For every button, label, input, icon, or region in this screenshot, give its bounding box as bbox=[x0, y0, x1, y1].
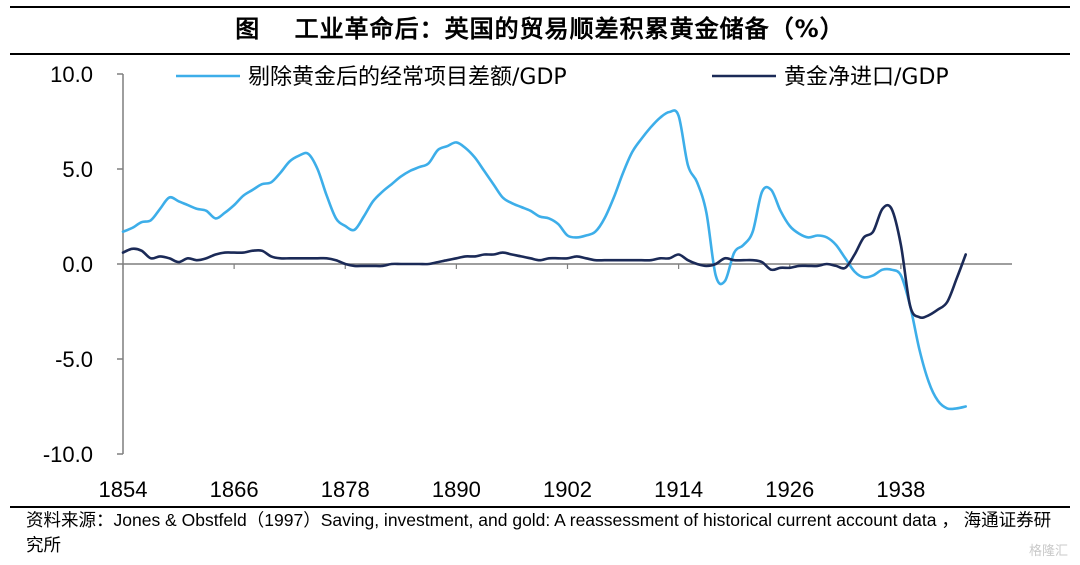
watermark-logo: 格隆汇 bbox=[1028, 544, 1068, 559]
x-axis: 1854 1866 1878 1890 1902 1914 1926 1938 bbox=[99, 263, 1012, 502]
y-tick-label: 5.0 bbox=[62, 157, 93, 182]
series-lines bbox=[121, 109, 967, 411]
y-tick-label: 10.0 bbox=[50, 62, 93, 87]
title-bottom-rule bbox=[10, 53, 1070, 55]
legend-label-2: 黄金净进口/GDP bbox=[784, 65, 949, 90]
series-line-1 bbox=[121, 109, 967, 411]
y-tick-label: -5.0 bbox=[55, 347, 93, 372]
x-tick-label: 1914 bbox=[654, 477, 703, 502]
x-tick-label: 1926 bbox=[765, 477, 814, 502]
x-tick-label: 1878 bbox=[321, 477, 370, 502]
x-tick-label: 1890 bbox=[432, 477, 481, 502]
legend-label-1: 剔除黄金后的经常项目差额/GDP bbox=[248, 65, 567, 90]
x-tick-label: 1938 bbox=[876, 477, 925, 502]
line-chart: 10.0 5.0 0.0 -5.0 -10.0 1854 1866 1878 1890 1902… bbox=[43, 62, 1012, 502]
chart-title: 图 工业革命后：英国的贸易顺差积累黄金储备（%） bbox=[235, 15, 845, 43]
legend: 剔除黄金后的经常项目差额/GDP 黄金净进口/GDP bbox=[176, 65, 949, 90]
x-tick-label: 1854 bbox=[99, 477, 148, 502]
y-tick-label: 0.0 bbox=[62, 252, 93, 277]
y-tick-label: -10.0 bbox=[43, 442, 93, 467]
x-tick-label: 1866 bbox=[210, 477, 259, 502]
title-top-rule bbox=[10, 6, 1070, 8]
x-tick-label: 1902 bbox=[543, 477, 592, 502]
source-note: 资料来源：Jones & Obstfeld（1997）Saving, inves… bbox=[26, 510, 1052, 555]
source-top-rule bbox=[10, 506, 1070, 508]
series-line-2 bbox=[121, 203, 967, 320]
y-axis: 10.0 5.0 0.0 -5.0 -10.0 bbox=[43, 62, 124, 467]
